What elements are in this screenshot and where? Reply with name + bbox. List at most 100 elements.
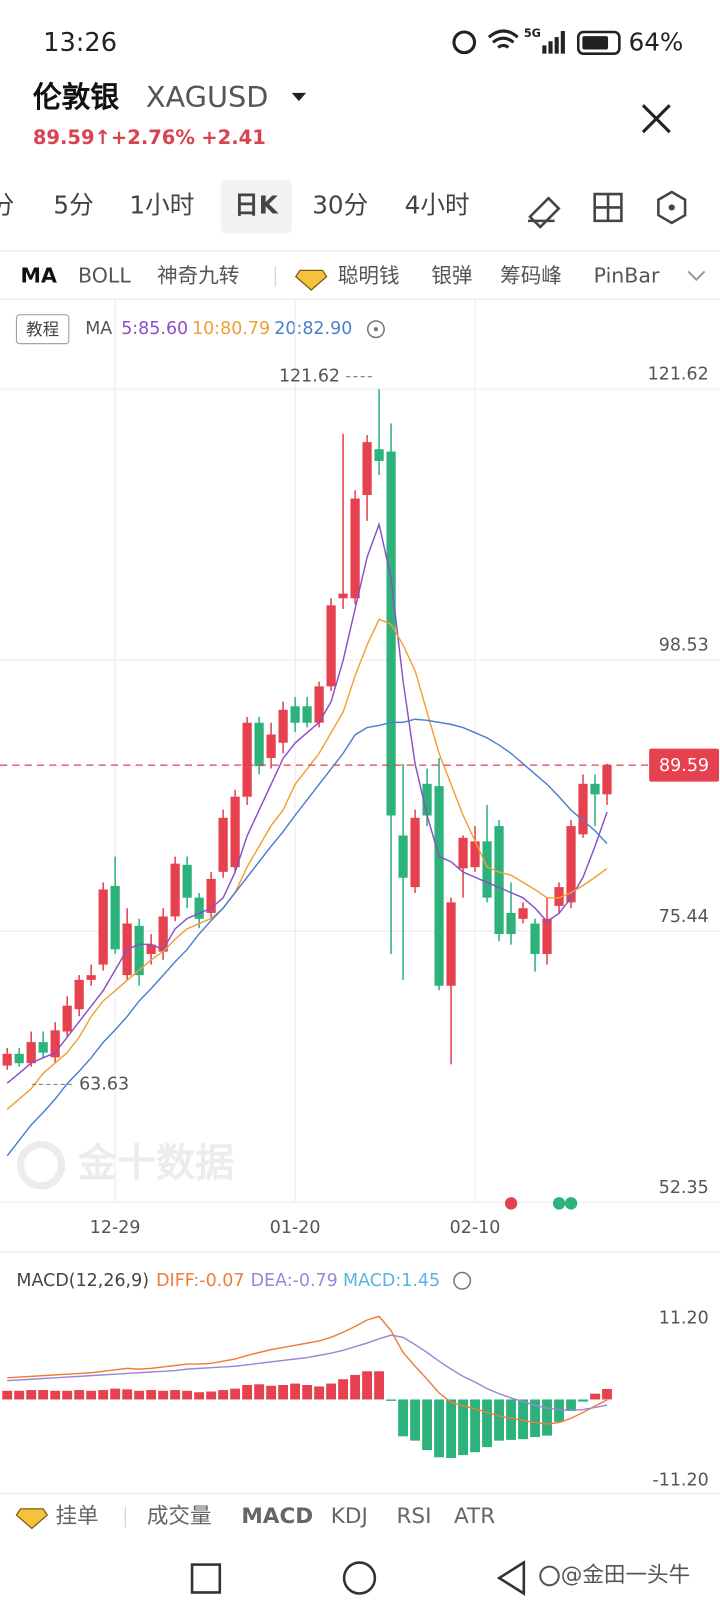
status-time: 13:26 bbox=[43, 28, 117, 58]
tutorial-label[interactable]: 教程 bbox=[26, 320, 59, 339]
alarm-icon bbox=[452, 30, 477, 55]
x-tick-label: 02-10 bbox=[450, 1218, 501, 1238]
indicator-tab[interactable]: MA bbox=[21, 264, 57, 288]
candle-body bbox=[302, 706, 312, 723]
macd-bar bbox=[506, 1399, 516, 1440]
indicator-tab[interactable]: 筹码峰 bbox=[500, 264, 562, 288]
info-icon[interactable] bbox=[366, 320, 385, 339]
close-button[interactable] bbox=[641, 104, 671, 134]
bottom-tab[interactable]: RSI bbox=[396, 1504, 431, 1529]
macd-bar bbox=[482, 1399, 492, 1448]
symbol-dropdown[interactable] bbox=[291, 92, 307, 102]
nav-recent[interactable] bbox=[190, 1563, 222, 1594]
macd-bar bbox=[50, 1390, 61, 1400]
macd-bar bbox=[602, 1388, 612, 1400]
candle-body bbox=[14, 1053, 24, 1064]
candle-body bbox=[254, 722, 264, 767]
battery-label: 64% bbox=[629, 27, 684, 56]
macd-bar bbox=[386, 1399, 397, 1401]
legend-entry: 5:85.60 bbox=[121, 319, 188, 339]
bottom-tab[interactable]: 成交量 bbox=[147, 1504, 212, 1529]
macd-bar bbox=[242, 1385, 253, 1400]
candle-body bbox=[134, 925, 144, 976]
macd-bar bbox=[218, 1390, 229, 1400]
macd-bar bbox=[182, 1390, 193, 1400]
macd-bar bbox=[2, 1390, 13, 1400]
macd-bar bbox=[158, 1390, 169, 1400]
legend-entry: DEA:-0.79 bbox=[251, 1271, 338, 1291]
low-label: 63.63 bbox=[79, 1074, 129, 1094]
candle-body bbox=[218, 817, 228, 872]
draw-tool-icon[interactable] bbox=[527, 196, 561, 229]
timeframe-tab[interactable]: 4小时 bbox=[405, 190, 470, 219]
bottom-tab[interactable]: MACD bbox=[241, 1504, 313, 1529]
price-tag-label: 89.59 bbox=[659, 756, 709, 776]
candle-body bbox=[398, 835, 408, 878]
macd-bar bbox=[74, 1390, 85, 1400]
watermark-logo bbox=[16, 1140, 66, 1190]
candle-body bbox=[386, 451, 396, 816]
ma-line bbox=[6, 521, 608, 1084]
macd-bar bbox=[554, 1399, 564, 1422]
expand-icon[interactable] bbox=[687, 270, 706, 282]
y-tick-label: -11.20 bbox=[652, 1470, 708, 1490]
macd-bar bbox=[410, 1399, 421, 1441]
info-icon[interactable] bbox=[453, 1271, 472, 1290]
candle-body bbox=[38, 1042, 48, 1053]
macd-bar bbox=[434, 1399, 444, 1458]
indicator-tab[interactable]: 神奇九转 bbox=[157, 264, 239, 288]
candle-body bbox=[110, 885, 120, 950]
candle-body bbox=[422, 783, 432, 816]
indicator-tab[interactable]: PinBar bbox=[594, 264, 660, 288]
macd-bar bbox=[350, 1374, 361, 1400]
instrument-symbol[interactable]: XAGUSD bbox=[146, 80, 269, 114]
bottom-tab[interactable]: ATR bbox=[454, 1504, 495, 1529]
ma-line bbox=[6, 618, 608, 1110]
network-label: 5G bbox=[524, 26, 541, 40]
tutorial-button[interactable] bbox=[15, 314, 70, 345]
battery-icon bbox=[576, 30, 621, 55]
timeframe-tab[interactable]: 5分 bbox=[53, 190, 93, 219]
settings-dot bbox=[668, 204, 675, 211]
bottom-tab[interactable]: 挂单 bbox=[55, 1504, 98, 1529]
macd-bar bbox=[278, 1385, 289, 1400]
ma-line bbox=[6, 718, 608, 1157]
bottom-tab[interactable]: KDJ bbox=[331, 1504, 368, 1529]
legend-entry: 20:82.90 bbox=[274, 319, 352, 339]
legend-entry: DIFF:-0.07 bbox=[156, 1271, 244, 1291]
macd-bar bbox=[290, 1383, 301, 1400]
macd-bar bbox=[338, 1379, 349, 1400]
candle-body bbox=[278, 709, 288, 743]
macd-bar bbox=[422, 1399, 432, 1451]
indicator-tab[interactable]: 银弹 bbox=[431, 264, 472, 288]
indicator-tab[interactable]: BOLL bbox=[78, 264, 131, 288]
candle-body bbox=[542, 918, 552, 955]
timeframe-tab[interactable]: 30分 bbox=[312, 190, 368, 219]
macd-bar bbox=[38, 1390, 49, 1400]
candle-body bbox=[170, 863, 180, 917]
candle-body bbox=[290, 706, 300, 723]
timeframe-tab[interactable]: 分 bbox=[0, 190, 14, 219]
nav-home[interactable] bbox=[342, 1561, 377, 1595]
signal-icon bbox=[542, 30, 565, 54]
nav-back[interactable] bbox=[496, 1560, 526, 1596]
weibo-logo bbox=[539, 1565, 560, 1587]
indicator-tab[interactable]: 聪明钱 bbox=[338, 264, 400, 288]
timeframe-tab[interactable]: 日K bbox=[234, 190, 279, 219]
macd-bar bbox=[26, 1390, 37, 1400]
candle-body bbox=[326, 605, 336, 687]
settings-icon[interactable] bbox=[657, 190, 687, 225]
layout-icon[interactable] bbox=[593, 192, 623, 223]
main-chart: 121.62 98.53 75.44 52.35 12-29 01-20 02-10 121.… bbox=[0, 299, 720, 1238]
candle-body bbox=[158, 916, 168, 952]
macd-bar bbox=[470, 1399, 480, 1453]
macd-bar bbox=[398, 1399, 409, 1437]
timeframe-tab[interactable]: 1小时 bbox=[129, 190, 194, 219]
candle-body bbox=[50, 1030, 60, 1058]
instrument-name: 伦敦银 bbox=[33, 80, 119, 114]
macd-bar bbox=[206, 1391, 217, 1400]
macd-bar bbox=[578, 1399, 588, 1402]
macd-bar bbox=[98, 1390, 109, 1400]
macd-bar bbox=[590, 1393, 600, 1400]
